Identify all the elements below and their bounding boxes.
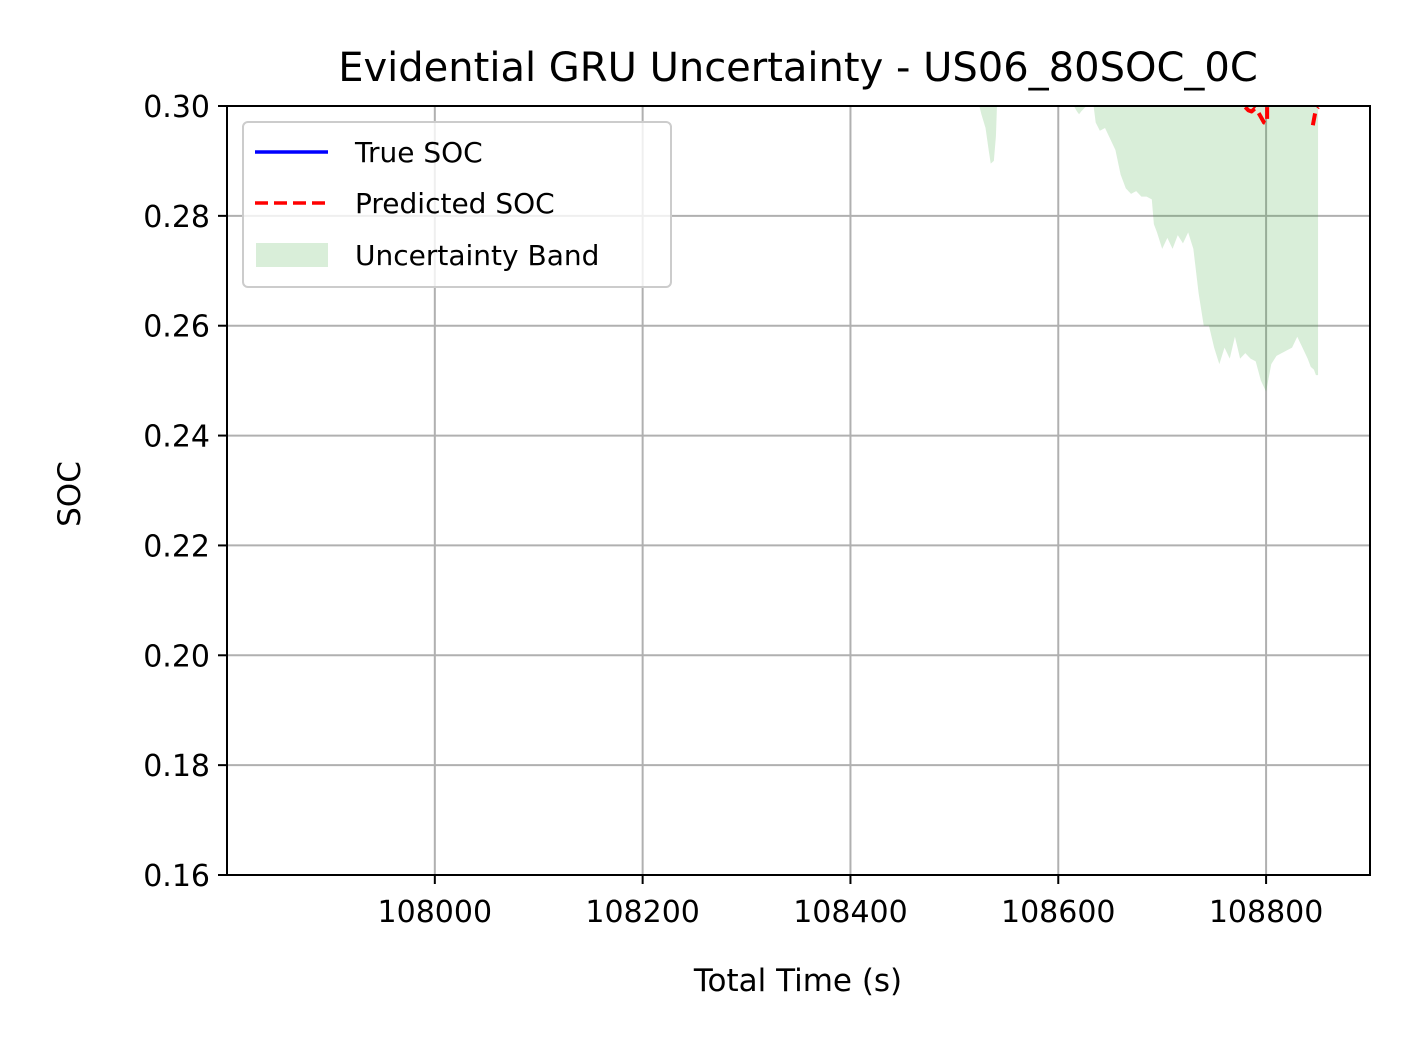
- x-tick-label: 108000: [378, 895, 493, 930]
- plot-frame: [226, 105, 1371, 876]
- y-tick-label: 0.18: [143, 749, 210, 784]
- y-tick-label: 0.16: [143, 859, 210, 894]
- series-layer: [1243, 106, 1320, 126]
- y-tick-label: 0.24: [143, 420, 210, 455]
- legend-true-soc-label: True SOC: [354, 136, 483, 169]
- legend-frame: [242, 121, 672, 288]
- predicted-soc-line: [1243, 106, 1270, 126]
- x-tick-label: 108200: [585, 895, 700, 930]
- legend-uncertainty-band-swatch: [256, 243, 328, 267]
- y-tick-label: 0.22: [143, 529, 210, 564]
- legend: True SOC Predicted SOC Uncertainty Band: [242, 121, 672, 288]
- y-axis-label: SOC: [52, 461, 88, 527]
- y-tick-label: 0.26: [143, 310, 210, 345]
- chart-title: Evidential GRU Uncertainty - US06_80SOC_…: [338, 45, 1258, 91]
- axis-ticks: 108000 108200 108400 108600 108800 0.16 0.18 0.…: [143, 90, 1323, 930]
- legend-predicted-soc-label: Predicted SOC: [355, 187, 555, 220]
- legend-uncertainty-band-label: Uncertainty Band: [355, 239, 599, 272]
- y-tick-label: 0.28: [143, 200, 210, 235]
- uncertainty-band-area: [979, 106, 1319, 392]
- uncertainty-band-layer: [979, 106, 1319, 392]
- x-tick-label: 108600: [1001, 895, 1116, 930]
- predicted-soc-line: [1310, 106, 1320, 126]
- y-tick-label: 0.30: [143, 90, 210, 125]
- y-tick-label: 0.20: [143, 639, 210, 674]
- x-axis-label: Total Time (s): [693, 963, 902, 999]
- x-tick-label: 108800: [1209, 895, 1324, 930]
- x-tick-label: 108400: [793, 895, 908, 930]
